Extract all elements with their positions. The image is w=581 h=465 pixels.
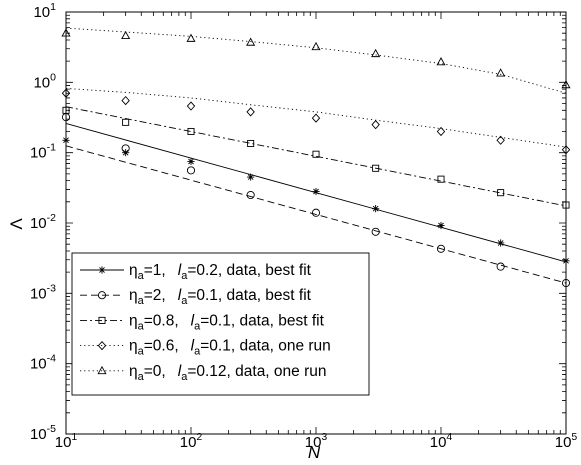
x-tick-label: 104 bbox=[430, 431, 453, 451]
series-1-point bbox=[187, 157, 195, 166]
y-tick-label: 10-4 bbox=[30, 353, 56, 373]
y-tick-label: 100 bbox=[33, 71, 56, 91]
series-4 bbox=[61, 87, 571, 155]
series-5-curve bbox=[65, 27, 567, 94]
legend-label: ηa=0, la=0.12, data, one run bbox=[129, 363, 327, 383]
series-3-point bbox=[372, 164, 380, 172]
series-3-point bbox=[437, 175, 445, 183]
series-5-point bbox=[311, 41, 321, 51]
series-2-point bbox=[186, 166, 196, 175]
x-tick-label: 103 bbox=[305, 431, 328, 451]
x-tick-label: 105 bbox=[555, 431, 578, 451]
series-4-point bbox=[496, 135, 505, 145]
legend-label: ηa=0.8, la=0.1, data, best fit bbox=[129, 312, 325, 332]
legend-marker bbox=[98, 316, 106, 324]
series-4-point bbox=[186, 101, 196, 111]
series-4-point bbox=[436, 126, 446, 137]
legend-entry-2: ηa=2, la=0.1, data, best fit bbox=[80, 287, 312, 307]
series-1 bbox=[62, 123, 570, 265]
legend-box bbox=[71, 252, 370, 396]
y-tick-label: 10-1 bbox=[30, 142, 56, 162]
legend-marker bbox=[97, 291, 107, 300]
x-tick-label: 101 bbox=[55, 431, 78, 451]
series-1-point bbox=[497, 239, 505, 247]
series-3-point bbox=[497, 189, 505, 197]
legend-marker bbox=[97, 365, 107, 375]
series-2-point bbox=[496, 262, 505, 271]
series-4-point bbox=[246, 107, 255, 117]
legend-marker bbox=[97, 340, 107, 351]
series-3-point bbox=[187, 127, 195, 136]
tick-labels: 101 102 103 104 105 101 100 10-1 10-2 10-3 10-4 10-… bbox=[30, 1, 577, 451]
legend-marker bbox=[98, 266, 106, 274]
series-5-point bbox=[496, 68, 506, 77]
y-tick-label: 101 bbox=[33, 1, 56, 21]
legend: ηa=1, la=0.2, data, best fit ηa=2, la=0.1, … bbox=[71, 252, 370, 396]
series-5-point bbox=[371, 48, 381, 58]
y-tick-label: 10-3 bbox=[30, 282, 56, 302]
series-1-point bbox=[372, 205, 380, 213]
series-2-fit-line bbox=[65, 145, 567, 284]
series-5-point bbox=[121, 30, 131, 40]
series-2-point bbox=[121, 144, 130, 153]
series-4-point bbox=[311, 113, 321, 123]
series-5-point bbox=[246, 37, 256, 46]
series-3-point bbox=[122, 118, 130, 126]
axis-ticks bbox=[65, 11, 567, 435]
series-1-point bbox=[437, 221, 445, 230]
y-tick-label: 10-5 bbox=[30, 423, 56, 443]
series-3-point bbox=[247, 139, 255, 148]
series-2-point bbox=[246, 190, 255, 200]
series-5-point bbox=[436, 57, 446, 66]
legend-entry-3: ηa=0.8, la=0.1, data, best fit bbox=[80, 312, 325, 332]
series-5 bbox=[61, 27, 571, 94]
legend-entry-1: ηa=1, la=0.2, data, best fit bbox=[80, 262, 312, 282]
series-1-point bbox=[122, 149, 130, 157]
legend-label: ηa=2, la=0.1, data, best fit bbox=[129, 287, 312, 307]
series-1-point bbox=[247, 173, 255, 181]
series-3-fit-line bbox=[65, 106, 567, 207]
series-4-point bbox=[121, 95, 130, 106]
x-axis-label: N bbox=[308, 443, 321, 462]
legend-entry-4: ηa=0.6, la=0.1, data, one run bbox=[80, 338, 331, 358]
legend-label: ηa=1, la=0.2, data, best fit bbox=[129, 262, 312, 282]
series-2-point bbox=[436, 244, 446, 253]
series-4-point bbox=[371, 120, 380, 130]
y-axis-label: Λ bbox=[7, 218, 26, 230]
series-2-point bbox=[371, 227, 380, 236]
series-1-point bbox=[312, 187, 320, 196]
legend-label: ηa=0.6, la=0.1, data, one run bbox=[129, 338, 331, 358]
series-2-point bbox=[311, 208, 321, 217]
y-tick-label: 10-2 bbox=[30, 212, 56, 232]
series-5-point bbox=[186, 33, 196, 42]
chart-marks bbox=[61, 27, 571, 288]
series-3-point bbox=[312, 150, 320, 158]
x-tick-label: 102 bbox=[180, 431, 203, 451]
series-4-curve bbox=[65, 87, 567, 148]
legend-entry-5: ηa=0, la=0.12, data, one run bbox=[80, 363, 327, 383]
